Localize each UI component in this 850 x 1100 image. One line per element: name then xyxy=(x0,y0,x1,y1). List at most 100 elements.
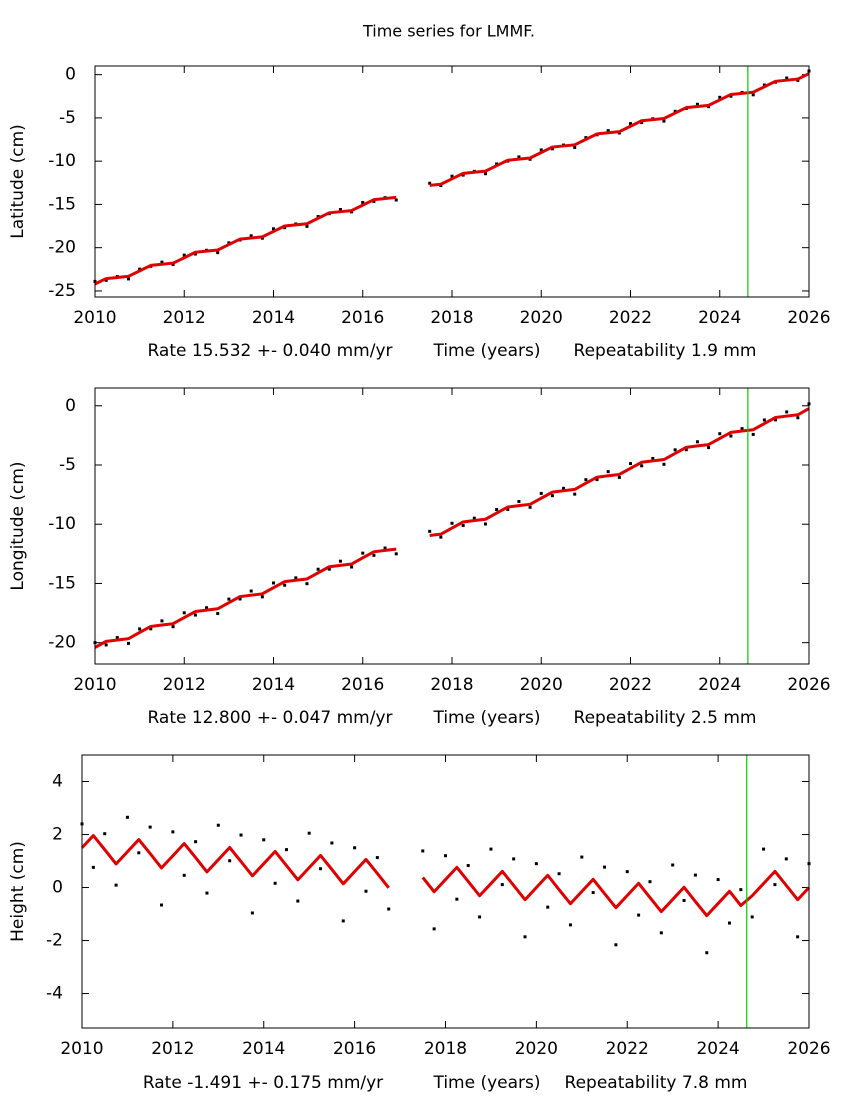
observation-point xyxy=(316,567,320,571)
observation-point xyxy=(483,522,487,526)
x-tick-label: 2010 xyxy=(60,1039,103,1059)
observation-point xyxy=(115,636,119,640)
observation-point xyxy=(461,524,465,528)
observation-point xyxy=(489,847,493,851)
observation-point xyxy=(466,864,470,868)
observation-point xyxy=(338,559,342,563)
observation-point xyxy=(305,224,309,228)
observation-point xyxy=(640,120,644,124)
y-tick-label: 0 xyxy=(52,878,63,898)
fit-line xyxy=(94,72,810,286)
observation-point xyxy=(171,625,175,629)
observation-point xyxy=(785,410,789,414)
rate-label: Rate 15.532 +- 0.040 mm/yr xyxy=(147,341,392,361)
observation-point xyxy=(495,508,499,512)
observation-point xyxy=(160,260,164,264)
y-tick-label: -20 xyxy=(48,633,76,653)
y-tick-label: -15 xyxy=(48,573,76,593)
fit-line xyxy=(94,407,810,649)
observation-point xyxy=(284,848,288,852)
observation-point xyxy=(125,815,129,819)
x-tick-label: 2012 xyxy=(163,675,206,695)
observation-point xyxy=(394,552,398,556)
observation-point xyxy=(785,76,789,80)
observation-point xyxy=(573,145,577,149)
observation-point xyxy=(673,109,677,113)
y-axis-label: Height (cm) xyxy=(8,841,28,942)
observation-point xyxy=(625,870,629,874)
observation-point xyxy=(562,486,566,490)
observation-point xyxy=(138,267,142,271)
y-tick-label: -20 xyxy=(48,238,76,258)
observation-point xyxy=(394,198,398,202)
observation-point xyxy=(595,478,599,482)
observation-point xyxy=(506,507,510,511)
y-tick-label: -5 xyxy=(59,455,76,475)
observation-point xyxy=(137,851,141,855)
observation-point xyxy=(495,162,499,166)
observation-point xyxy=(182,873,186,877)
observation-point xyxy=(648,880,652,884)
observation-point xyxy=(361,201,365,205)
repeatability-label: Repeatability 1.9 mm xyxy=(574,341,757,361)
x-tick-label: 2022 xyxy=(609,308,652,328)
x-axis-label: Time (years) xyxy=(432,341,540,361)
observation-point xyxy=(327,567,331,571)
observation-point xyxy=(762,847,766,851)
observation-point xyxy=(450,521,454,525)
observation-point xyxy=(193,252,197,256)
observation-point xyxy=(148,825,152,829)
observation-point xyxy=(227,597,231,601)
observation-point xyxy=(762,83,766,87)
observation-point xyxy=(205,891,209,895)
x-tick-label: 2026 xyxy=(787,308,830,328)
observation-point xyxy=(603,865,607,869)
observation-point xyxy=(330,841,334,845)
x-axis-label: Time (years) xyxy=(432,1073,540,1093)
observation-point xyxy=(662,119,666,123)
observation-point xyxy=(750,915,754,919)
observation-point xyxy=(640,464,644,468)
observation-point xyxy=(727,921,731,925)
observation-point xyxy=(773,883,777,887)
x-tick-label: 2018 xyxy=(430,308,473,328)
observation-point xyxy=(149,627,153,631)
observation-point xyxy=(383,546,387,550)
observation-point xyxy=(729,434,733,438)
plot-frame xyxy=(94,387,810,665)
observation-point xyxy=(182,253,186,257)
observation-point xyxy=(606,129,610,133)
observation-point xyxy=(483,172,487,176)
observation-point xyxy=(512,857,516,861)
x-tick-label: 2016 xyxy=(341,308,384,328)
x-axis-label: Time (years) xyxy=(432,708,540,728)
observation-point xyxy=(659,931,663,935)
observation-point xyxy=(517,499,521,503)
observation-point xyxy=(784,857,788,861)
observation-point xyxy=(478,915,482,919)
observation-point xyxy=(796,935,800,939)
observation-point xyxy=(239,833,243,837)
observation-point xyxy=(751,432,755,436)
observation-point xyxy=(637,913,641,917)
observation-point xyxy=(439,535,443,539)
plot-frame xyxy=(94,65,810,298)
observation-point xyxy=(684,448,688,452)
observation-point xyxy=(528,505,532,509)
observation-point xyxy=(550,147,554,151)
x-tick-label: 2016 xyxy=(333,1039,376,1059)
observation-point xyxy=(682,899,686,903)
figure-title: Time series for LMMF. xyxy=(362,22,535,41)
observation-point xyxy=(428,181,432,185)
y-tick-label: -10 xyxy=(48,514,76,534)
observation-point xyxy=(662,462,666,466)
observation-point xyxy=(372,553,376,557)
observation-point xyxy=(629,462,632,466)
observation-point xyxy=(341,919,345,923)
observation-point xyxy=(103,832,107,836)
observation-point xyxy=(319,867,323,871)
plot-frame xyxy=(81,754,810,1029)
observation-point xyxy=(796,416,800,420)
observation-point xyxy=(273,881,277,885)
